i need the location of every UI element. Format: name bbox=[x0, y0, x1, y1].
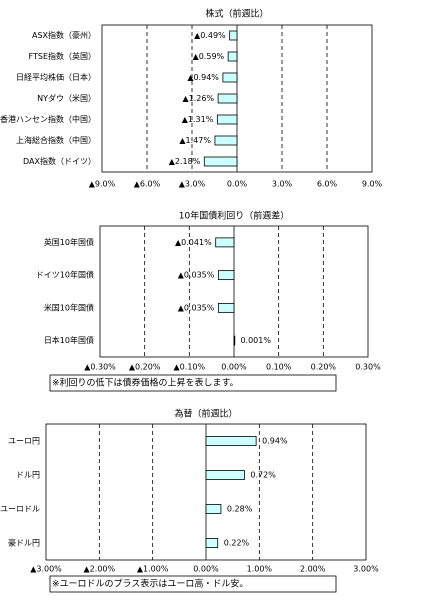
x-tick-label: 0.30% bbox=[355, 363, 381, 372]
bar bbox=[205, 538, 219, 548]
chart-title: 為替（前週比） bbox=[174, 408, 237, 420]
y-tick-label: 香港ハンセン指数（中国） bbox=[0, 114, 96, 124]
x-tick-label: 1.00% bbox=[247, 565, 273, 574]
x-tick-label: ▲0.30% bbox=[84, 363, 116, 372]
x-tick-label: ▲9.0% bbox=[89, 180, 116, 189]
x-tick-label: 6.0% bbox=[317, 180, 338, 189]
x-tick-label: 3.0% bbox=[272, 180, 293, 189]
x-tick-label: 3.00% bbox=[353, 565, 379, 574]
x-tick-label: ▲3.00% bbox=[30, 565, 62, 574]
value-label: ▲0.49% bbox=[194, 31, 226, 40]
value-label: 0.72% bbox=[250, 471, 276, 480]
x-tick-label: ▲3.0% bbox=[179, 180, 206, 189]
x-tick-label: 0.20% bbox=[311, 363, 337, 372]
note-box bbox=[49, 374, 337, 392]
x-tick-label: ▲0.20% bbox=[129, 363, 161, 372]
value-label: ▲0.041% bbox=[175, 238, 212, 247]
value-label: ▲0.94% bbox=[187, 73, 219, 82]
value-label: 0.001% bbox=[240, 336, 271, 345]
y-tick-label: ASX指数（豪州） bbox=[32, 30, 96, 40]
y-tick-label: 上海総合指数（中国） bbox=[16, 135, 96, 145]
value-label: ▲2.18% bbox=[169, 157, 201, 166]
x-tick-label: 9.0% bbox=[362, 180, 383, 189]
bar bbox=[215, 237, 235, 248]
y-tick-label: 日経平均株価（日本） bbox=[16, 72, 96, 82]
value-label: ▲0.035% bbox=[178, 303, 215, 312]
x-tick-label: 2.00% bbox=[300, 565, 326, 574]
y-tick-label: 日本10年国債 bbox=[44, 335, 94, 345]
y-tick-label: FTSE指数（英国） bbox=[29, 51, 96, 61]
bar bbox=[233, 335, 236, 346]
bar bbox=[205, 504, 222, 514]
bar bbox=[222, 72, 238, 83]
value-label: ▲1.26% bbox=[183, 94, 215, 103]
y-tick-label: ユーロドル bbox=[0, 505, 40, 514]
y-tick-label: 米国10年国債 bbox=[44, 302, 94, 312]
y-tick-label: ドイツ10年国債 bbox=[36, 270, 94, 280]
x-tick-label: ▲2.00% bbox=[84, 565, 116, 574]
bar bbox=[217, 270, 235, 281]
note: ※ユーロドルのプラス表示はユーロ高・ドル安。 bbox=[52, 578, 248, 590]
bar bbox=[229, 30, 238, 41]
value-label: 0.94% bbox=[262, 437, 288, 446]
bar bbox=[217, 302, 235, 313]
bar bbox=[217, 93, 238, 104]
y-tick-label: ユーロ円 bbox=[8, 437, 40, 446]
y-tick-label: ドル円 bbox=[16, 471, 40, 480]
value-label: ▲0.035% bbox=[178, 271, 215, 280]
x-tick-label: 0.00% bbox=[221, 363, 247, 372]
bar bbox=[227, 51, 238, 62]
value-label: ▲1.31% bbox=[182, 115, 214, 124]
bar bbox=[216, 114, 238, 125]
y-tick-label: DAX指数（ドイツ） bbox=[23, 156, 96, 166]
x-tick-label: 0.00% bbox=[193, 565, 219, 574]
x-tick-label: ▲0.10% bbox=[174, 363, 206, 372]
chart-title: 株式（前週比） bbox=[205, 8, 268, 20]
x-tick-label: 0.10% bbox=[266, 363, 292, 372]
bar bbox=[205, 470, 245, 480]
x-tick-label: ▲1.00% bbox=[137, 565, 169, 574]
chart-title: 10年国債利回り（前週差） bbox=[179, 210, 289, 222]
bar bbox=[203, 156, 238, 167]
note-box bbox=[49, 575, 337, 593]
value-label: ▲0.59% bbox=[193, 52, 225, 61]
y-tick-label: 豪ドル円 bbox=[8, 538, 40, 548]
value-label: 0.22% bbox=[224, 539, 250, 548]
x-tick-label: ▲6.0% bbox=[134, 180, 161, 189]
y-tick-label: 英国10年国債 bbox=[44, 237, 94, 247]
x-tick-label: 0.0% bbox=[227, 180, 248, 189]
bar bbox=[205, 436, 257, 446]
note: ※利回りの低下は債券価格の上昇を表します。 bbox=[52, 377, 239, 389]
bar bbox=[214, 135, 238, 146]
value-label: ▲1.47% bbox=[179, 136, 211, 145]
value-label: 0.28% bbox=[227, 505, 253, 514]
y-tick-label: NYダウ（米国） bbox=[37, 93, 96, 103]
